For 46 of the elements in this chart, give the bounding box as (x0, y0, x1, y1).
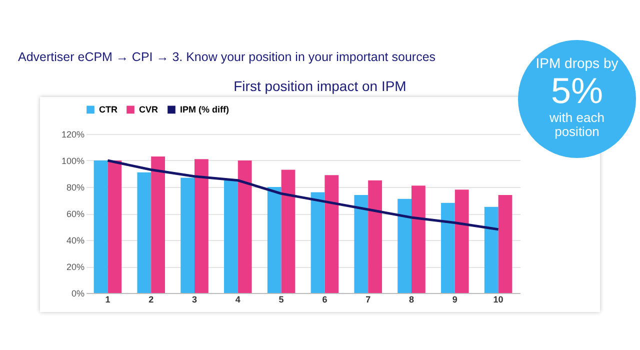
y-tick-label: 0% (71, 288, 84, 298)
x-tick-label: 9 (452, 294, 458, 304)
legend-label: CVR (139, 104, 158, 115)
text: Advertiser eCPM → CPI → 3. Know your position in your important sources (18, 50, 436, 64)
y-tick-label: 60% (66, 209, 84, 219)
bar (441, 202, 455, 293)
text: with each position (548, 110, 606, 140)
y-tick-label: 40% (66, 236, 84, 246)
x-tick-label: 1 (105, 294, 110, 304)
bar (412, 186, 426, 293)
x-tick-label: 4 (235, 294, 240, 304)
bar (108, 160, 122, 293)
y-tick-label: 120% (61, 130, 84, 140)
bar (137, 172, 152, 293)
x-tick-label: 3 (192, 294, 198, 304)
text: 5% (550, 70, 604, 112)
bar (180, 178, 194, 293)
x-tick-label: 6 (322, 294, 328, 304)
bar (324, 175, 339, 293)
x-tick-label: 10 (493, 294, 504, 304)
y-tick-label: 100% (61, 156, 84, 166)
bar (267, 187, 282, 293)
bar (224, 180, 238, 293)
x-tick-label: 7 (366, 294, 371, 304)
line-series (106, 159, 500, 231)
x-tick-label: 8 (408, 294, 414, 304)
bar (151, 156, 165, 293)
text: IPM drops by (534, 55, 620, 72)
legend-label: IPM (% diff) (180, 104, 229, 115)
chart-title: First position impact on IPM (234, 78, 406, 94)
bar (498, 194, 512, 293)
bar (194, 159, 208, 293)
x-tick-label: 2 (148, 294, 154, 304)
bar (94, 160, 108, 293)
bar (368, 180, 382, 293)
bar (484, 206, 498, 293)
x-tick-label: 5 (278, 294, 284, 304)
legend-label: CTR (99, 104, 118, 115)
y-tick-label: 80% (66, 182, 84, 192)
bar (310, 192, 325, 293)
bar (354, 194, 368, 293)
bar (398, 198, 412, 293)
y-tick-label: 20% (66, 262, 84, 272)
bar (454, 190, 469, 293)
bar (281, 170, 296, 293)
bar (238, 160, 252, 293)
